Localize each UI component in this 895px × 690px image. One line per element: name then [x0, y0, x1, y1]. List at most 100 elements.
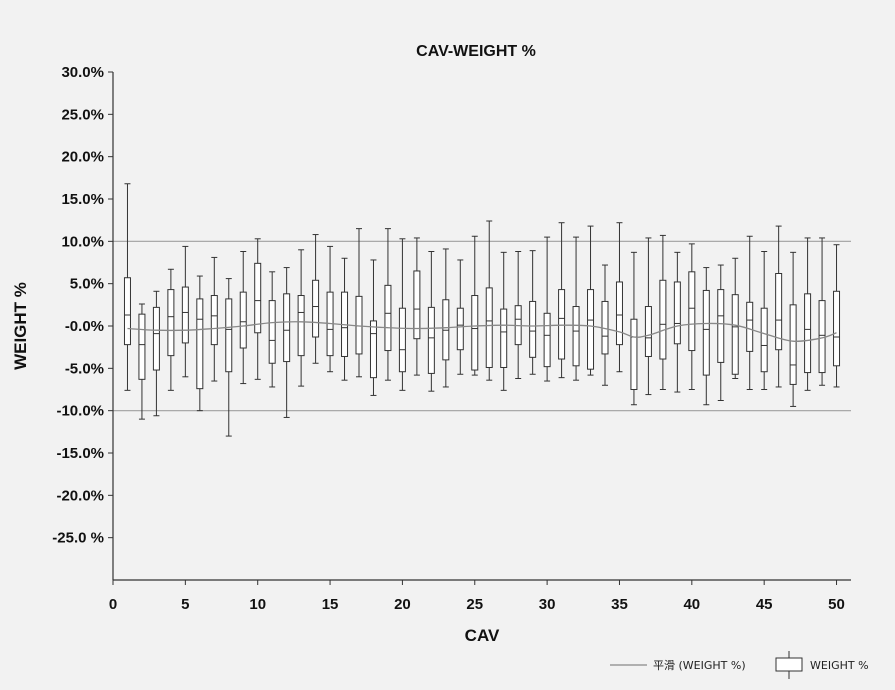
legend: 平滑 (WEIGHT %) WEIGHT % — [610, 651, 869, 679]
x-tick-label: 5 — [181, 596, 189, 613]
box-plot — [297, 249, 305, 387]
box — [659, 279, 667, 360]
box — [775, 273, 783, 351]
box-plot — [760, 250, 768, 390]
box-plot — [587, 225, 595, 376]
box-plot — [833, 244, 841, 388]
box-plot — [485, 220, 493, 381]
x-tick-label: 50 — [828, 596, 845, 613]
box — [558, 289, 566, 360]
box — [167, 289, 175, 357]
box-plot — [398, 238, 406, 391]
box — [283, 293, 291, 363]
chart-title: CAV-WEIGHT % — [416, 43, 536, 60]
legend-box-swatch — [775, 651, 803, 679]
box — [312, 279, 320, 338]
box — [427, 306, 435, 374]
box-plot — [615, 222, 623, 373]
box-plot — [181, 245, 189, 378]
box-plot — [369, 259, 377, 396]
x-axis-title: CAV — [465, 626, 500, 645]
box-plot — [529, 250, 537, 375]
box-plot — [702, 267, 710, 406]
x-axis: 0 5 10 15 20 25 30 35 40 45 50 — [109, 579, 851, 613]
box-plot — [283, 267, 291, 418]
box — [355, 295, 363, 355]
box — [181, 286, 189, 344]
box-plot — [413, 237, 421, 376]
y-tick-label: 25.0% — [61, 106, 104, 123]
x-tick-label: 45 — [756, 596, 773, 613]
box — [210, 295, 218, 346]
x-tick-label: 10 — [249, 596, 266, 613]
box — [746, 301, 754, 352]
box — [529, 300, 537, 358]
x-tick-label: 20 — [394, 596, 411, 613]
box-plot — [804, 237, 812, 391]
box — [254, 262, 262, 334]
box — [587, 289, 595, 370]
box — [688, 271, 696, 352]
box-plot — [673, 251, 681, 393]
box-plot — [210, 256, 218, 382]
box-plot — [572, 236, 580, 381]
box-plot — [746, 235, 754, 390]
y-tick-label: -10.0% — [56, 403, 104, 420]
box — [123, 277, 131, 346]
box — [804, 293, 812, 374]
box-plot — [225, 278, 233, 437]
box-plot — [152, 290, 160, 417]
box — [485, 287, 493, 368]
x-tick-label: 30 — [539, 596, 556, 613]
box — [673, 281, 681, 345]
y-axis: 30.0% 25.0% 20.0% 15.0% 10.0% 5.0% -0.0% -5.0% -… — [52, 64, 114, 580]
box-plot — [500, 251, 508, 391]
box — [500, 308, 508, 368]
box-plot — [254, 238, 262, 380]
box-plot — [239, 250, 247, 385]
box-plot — [775, 225, 783, 388]
box-plot — [456, 259, 464, 375]
box — [456, 307, 464, 351]
box-plot — [558, 222, 566, 379]
smooth-line — [127, 321, 837, 342]
y-tick-label: 15.0% — [61, 191, 104, 208]
box — [702, 289, 710, 376]
box — [717, 289, 725, 363]
box — [369, 320, 377, 379]
y-tick-label: -25.0 % — [52, 530, 104, 547]
box-plot — [471, 235, 479, 376]
box — [152, 306, 160, 371]
box-plot — [427, 250, 435, 392]
box-plot — [384, 228, 392, 381]
legend-smooth-label: 平滑 (WEIGHT %) — [653, 659, 746, 672]
box — [225, 298, 233, 373]
box — [630, 318, 638, 390]
box — [543, 312, 551, 368]
box — [731, 294, 739, 375]
box-plot — [644, 237, 652, 396]
x-tick-label: 15 — [322, 596, 339, 613]
y-tick-label: -20.0% — [56, 487, 104, 504]
box — [138, 313, 146, 380]
y-tick-label: 10.0% — [61, 233, 104, 250]
box-plot — [717, 264, 725, 402]
box — [572, 306, 580, 367]
box-plot — [355, 228, 363, 378]
legend-box-label: WEIGHT % — [810, 659, 869, 672]
box-plot — [167, 268, 175, 391]
y-tick-label: -5.0% — [65, 360, 104, 377]
y-tick-label: -0.0% — [65, 318, 104, 335]
box-plot — [659, 234, 667, 390]
box-plot — [138, 303, 146, 420]
box-plot — [688, 243, 696, 390]
box-plot — [731, 257, 739, 379]
x-tick-label: 0 — [109, 596, 117, 613]
box-plot — [123, 183, 131, 391]
y-axis-title: WEIGHT % — [11, 282, 30, 370]
box-plot — [268, 271, 276, 388]
box — [615, 281, 623, 346]
box — [196, 298, 204, 390]
box-plot — [442, 248, 450, 388]
